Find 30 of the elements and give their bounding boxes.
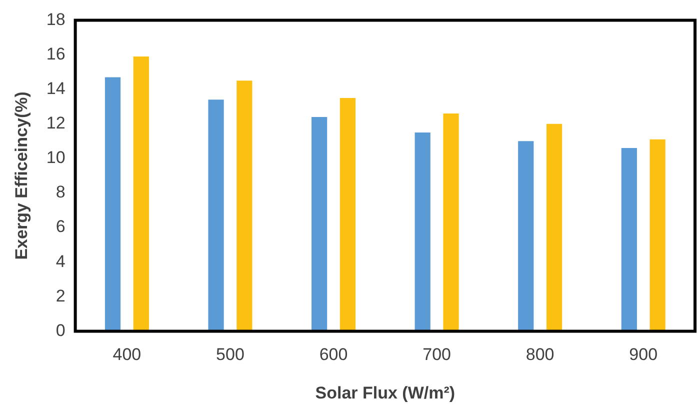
- bar: [133, 56, 149, 332]
- y-tick-label: 8: [56, 182, 66, 202]
- y-tick-label: 4: [56, 252, 66, 271]
- bar: [621, 148, 637, 332]
- x-tick-label: 500: [216, 345, 244, 364]
- y-tick-label: 14: [46, 79, 66, 98]
- x-tick-label: 600: [319, 345, 348, 364]
- bar: [443, 114, 459, 332]
- bar: [518, 141, 534, 332]
- y-axis-title: Exergy Efficeincy(%): [12, 92, 31, 260]
- x-tick-label: 700: [422, 345, 451, 364]
- x-tick-label: 900: [629, 345, 658, 364]
- y-tick-label: 0: [56, 320, 66, 340]
- bar: [104, 77, 121, 332]
- bar: [650, 139, 666, 332]
- y-tick-label: 12: [46, 114, 66, 133]
- bar: [312, 116, 328, 332]
- x-tick-label: 400: [112, 345, 142, 364]
- bar: [236, 80, 252, 332]
- bar: [546, 124, 562, 332]
- x-axis-title: Solar Flux (W/m²): [315, 383, 456, 402]
- x-tick-label: 800: [526, 345, 554, 364]
- y-tick-label: 10: [46, 148, 66, 168]
- bar: [208, 100, 224, 332]
- y-tick-label: 6: [56, 217, 66, 236]
- bar: [340, 98, 356, 332]
- bar: [414, 132, 430, 332]
- y-tick-label: 18: [46, 10, 66, 29]
- y-tick-label: 2: [56, 286, 66, 306]
- y-tick-label: 16: [46, 44, 66, 64]
